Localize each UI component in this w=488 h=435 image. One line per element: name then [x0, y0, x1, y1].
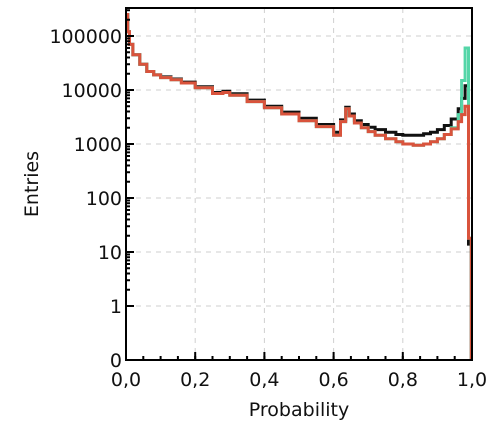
- y-tick-label: 100: [86, 188, 122, 210]
- x-axis-label: Probability: [249, 399, 349, 421]
- x-tick-label: 1,0: [457, 369, 487, 391]
- grid: [126, 8, 472, 360]
- plot-frame: [125, 7, 473, 361]
- series-group: [126, 13, 473, 360]
- series-line-1: [126, 13, 473, 360]
- series-line-3: [126, 13, 473, 360]
- y-tick-label: 10000: [62, 80, 122, 102]
- y-tick-labels: 0 1 10 100 1000 10000 100000: [49, 26, 122, 372]
- y-tick-label: 1000: [74, 134, 122, 156]
- y-tick-label: 1: [110, 296, 122, 318]
- x-tick-label: 0,6: [318, 369, 348, 391]
- series-line-2: [126, 13, 473, 360]
- y-axis-label: Entries: [21, 151, 43, 217]
- y-tick-label: 100000: [49, 26, 122, 48]
- x-tick-labels: 0,0 0,2 0,4 0,6 0,8 1,0: [111, 369, 487, 391]
- x-tick-label: 0,4: [249, 369, 279, 391]
- x-tick-label: 0,0: [111, 369, 141, 391]
- y-tick-label: 0: [110, 350, 122, 372]
- x-tick-label: 0,8: [388, 369, 418, 391]
- ticks: [125, 9, 473, 361]
- y-tick-label: 10: [98, 242, 122, 264]
- x-tick-label: 0,2: [180, 369, 210, 391]
